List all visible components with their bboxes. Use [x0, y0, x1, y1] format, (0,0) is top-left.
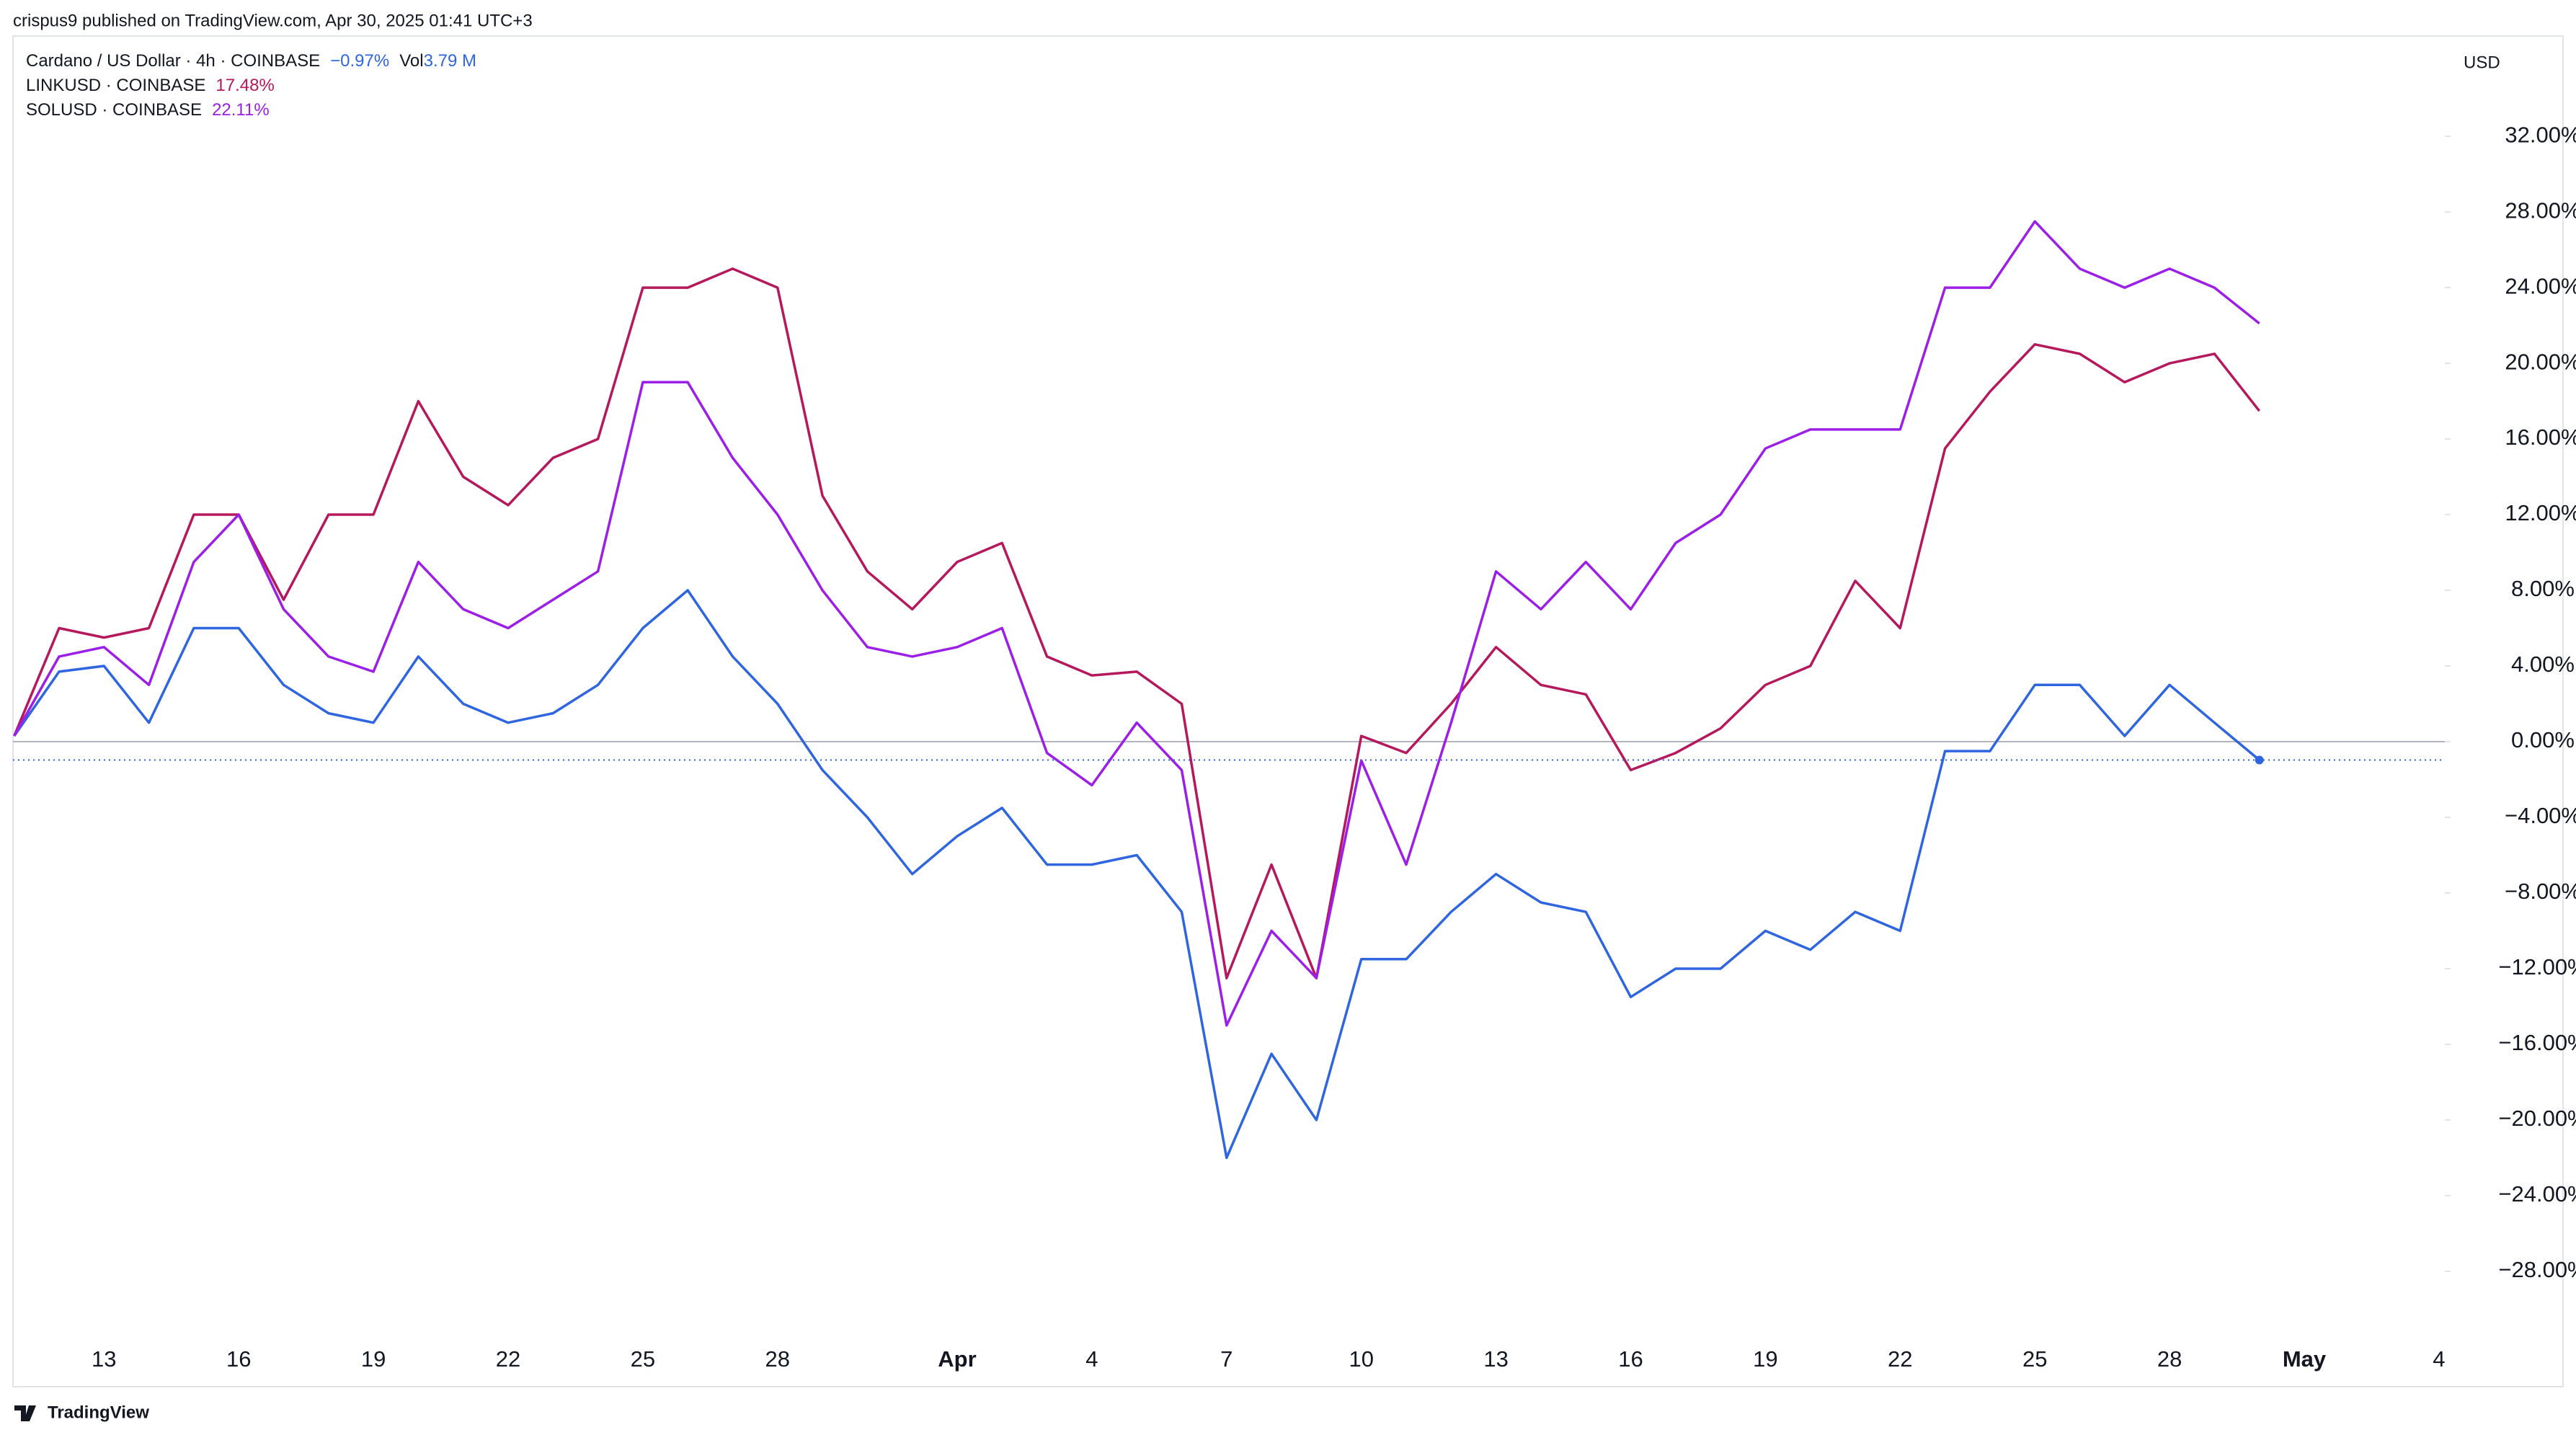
x-tick-label: 4 [1085, 1346, 1098, 1372]
y-tick-label: −4.00% [2505, 803, 2576, 828]
x-tick-label: Apr [938, 1346, 976, 1372]
publish-info: crispus9 published on TradingView.com, A… [13, 11, 533, 30]
x-tick-label: 22 [1888, 1346, 1912, 1372]
x-tick-label: 25 [2022, 1346, 2047, 1372]
legend-entry: SOLUSD · COINBASE 22.11% [26, 100, 270, 120]
series-line [13, 589, 2260, 1160]
legend-name: SOLUSD · COINBASE [26, 100, 202, 120]
series-line [13, 220, 2260, 1027]
series-line [13, 267, 2261, 979]
currency-label: USD [2464, 53, 2500, 72]
x-tick-label: 28 [765, 1346, 790, 1372]
legend-value: 22.11% [212, 100, 270, 120]
x-tick-label: 28 [2157, 1346, 2182, 1372]
x-tick-label: 4 [2433, 1346, 2445, 1372]
y-tick-label: 16.00% [2505, 425, 2576, 450]
legend-name: Cardano / US Dollar · 4h · COINBASE [26, 51, 320, 71]
y-tick-label: 12.00% [2505, 500, 2576, 525]
y-tick-label: 20.00% [2505, 349, 2576, 374]
legend-name: LINKUSD · COINBASE [26, 76, 205, 95]
x-tick-label: May [2283, 1346, 2327, 1372]
x-tick-label: 10 [1349, 1346, 1373, 1372]
brand: TradingView [48, 1403, 149, 1422]
x-tick-label: 25 [631, 1346, 655, 1372]
y-tick-label: 0.00% [2511, 727, 2575, 752]
y-tick-label: 8.00% [2511, 576, 2575, 601]
y-tick-label: −16.00% [2498, 1030, 2576, 1055]
y-tick-label: 4.00% [2511, 652, 2575, 677]
x-tick-label: 19 [1753, 1346, 1777, 1372]
x-tick-label: 7 [1220, 1346, 1233, 1372]
y-tick-label: −12.00% [2498, 954, 2576, 979]
x-tick-label: 13 [1483, 1346, 1508, 1372]
legend-value: 17.48% [216, 76, 274, 95]
chart-frame [12, 35, 2564, 1387]
current-value-dot [2255, 755, 2264, 765]
legend-entry: Cardano / US Dollar · 4h · COINBASE −0.97… [26, 51, 476, 71]
tradingview-logo: TradingView [14, 1403, 149, 1422]
y-tick-label: 32.00% [2505, 122, 2576, 147]
logo-icon [14, 1405, 36, 1421]
y-tick-label: 28.00% [2505, 197, 2576, 223]
x-tick-label: 19 [361, 1346, 386, 1372]
x-tick-label: 16 [226, 1346, 251, 1372]
x-tick-label: 22 [496, 1346, 520, 1372]
y-tick-label: −28.00% [2498, 1257, 2576, 1282]
volume-value: 3.79 M [424, 51, 476, 71]
legend-value: −0.97% [330, 51, 389, 71]
legend-entry: LINKUSD · COINBASE 17.48% [26, 76, 275, 95]
x-tick-label: 16 [1618, 1346, 1643, 1372]
y-tick-label: −24.00% [2498, 1181, 2576, 1207]
y-tick-label: −20.00% [2498, 1106, 2576, 1131]
volume-label: Vol [399, 51, 423, 71]
x-tick-label: 13 [92, 1346, 116, 1372]
y-tick-label: −8.00% [2505, 879, 2576, 904]
y-tick-label: 24.00% [2505, 273, 2576, 298]
